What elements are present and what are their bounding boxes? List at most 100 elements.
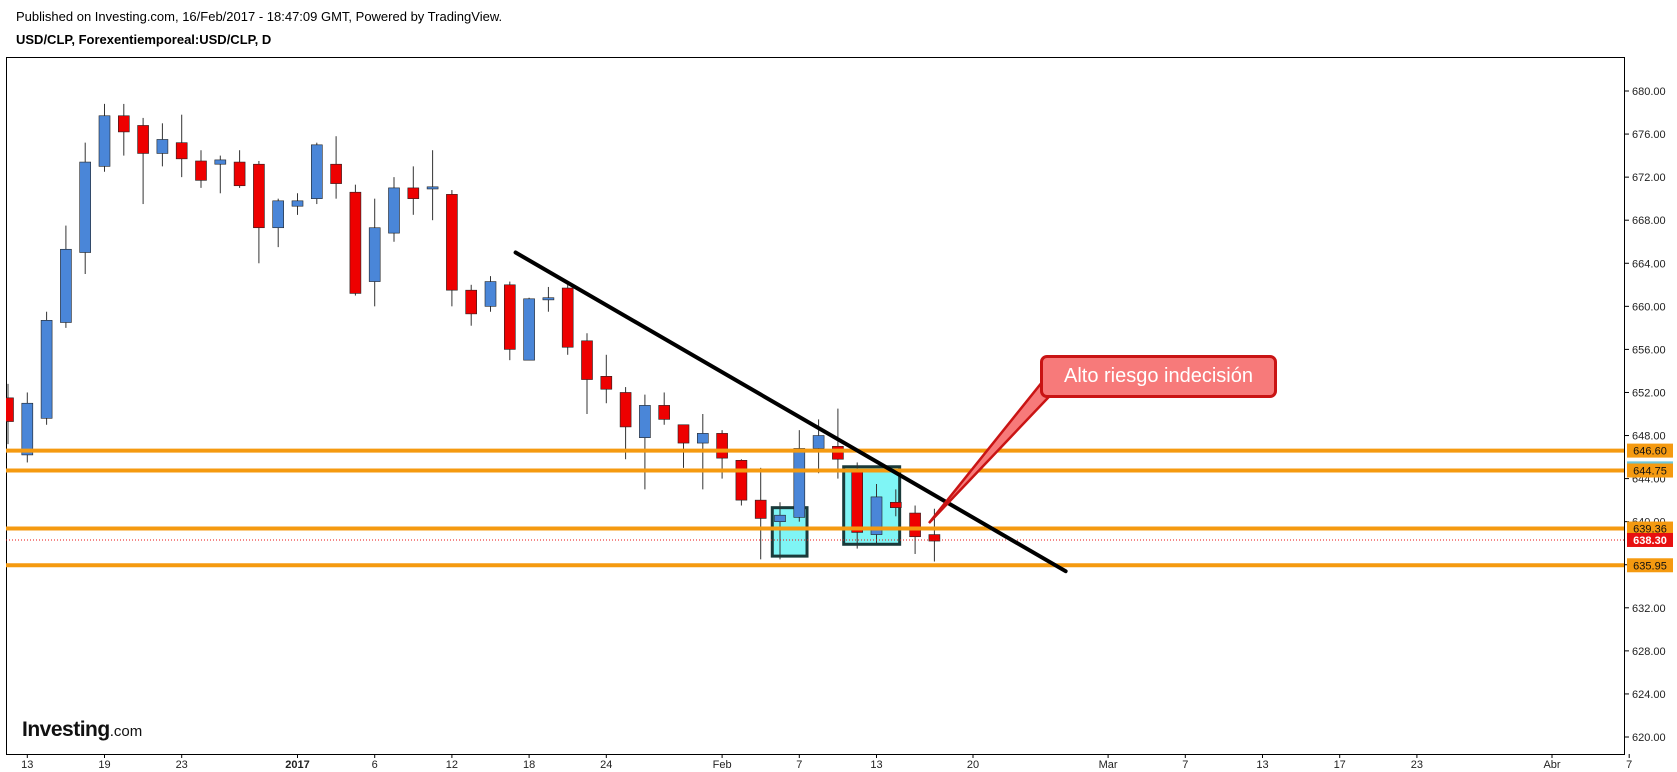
x-tick-label-4: 6: [372, 759, 378, 771]
plot-frame: [6, 57, 1625, 755]
candle-body-0: [6, 397, 14, 422]
candle-19: [368, 198, 381, 307]
axis-tag-label-4: 638.30: [1633, 535, 1667, 547]
candle-6: [118, 103, 130, 156]
x-tick-label-8: Feb: [713, 759, 732, 771]
x-tick-label-10: 13: [870, 759, 882, 771]
candle-16: [310, 142, 323, 205]
candle-body-13: [253, 163, 265, 229]
candle-body-43: [832, 445, 844, 460]
axis-tag-5: 635.95: [1627, 558, 1673, 573]
y-tick-label-0: 620.00: [1632, 732, 1666, 744]
candle-0: [6, 383, 14, 445]
candle-2: [40, 311, 53, 425]
candle-body-17: [330, 163, 342, 184]
candle-body-46: [889, 501, 902, 508]
plot-area: [6, 103, 1624, 574]
y-tick-label-11: 664.00: [1632, 258, 1666, 270]
candle-body-27: [523, 298, 535, 361]
candle-body-11: [214, 159, 227, 165]
logo-suffix: .com: [109, 723, 143, 740]
candle-body-36: [696, 433, 709, 444]
candle-25: [484, 276, 497, 312]
candle-body-14: [272, 200, 285, 229]
candle-body-37: [716, 433, 728, 459]
y-tick-label-14: 676.00: [1632, 129, 1666, 141]
candle-body-3: [60, 248, 72, 323]
candle-27: [523, 297, 535, 361]
candle-body-38: [735, 459, 748, 501]
candle-body-12: [233, 161, 246, 187]
y-tick-label-12: 668.00: [1632, 215, 1666, 227]
axis-tag-label-5: 635.95: [1633, 560, 1667, 572]
candle-body-6: [118, 115, 130, 133]
candle-13: [253, 160, 265, 264]
candle-body-40: [774, 514, 786, 522]
candle-body-29: [561, 287, 574, 348]
x-tick-label-1: 19: [98, 759, 110, 771]
candle-body-21: [407, 187, 420, 199]
candle-body-23: [446, 194, 458, 291]
y-tick-label-8: 652.00: [1632, 387, 1666, 399]
candle-body-9: [175, 142, 188, 160]
candle-14: [272, 198, 285, 248]
candle-38: [735, 459, 748, 506]
candle-41: [793, 430, 806, 522]
axis-tag-label-2: 644.75: [1633, 466, 1667, 478]
x-tick-label-0: 13: [21, 759, 33, 771]
axis-tag-bg-4: [1627, 532, 1673, 547]
candle-body-35: [677, 424, 690, 444]
published-caption: Published on Investing.com, 16/Feb/2017 …: [16, 9, 503, 24]
candle-body-20: [388, 187, 400, 234]
x-tick-label-17: Abr: [1543, 759, 1560, 771]
x-tick-label-12: Mar: [1099, 759, 1118, 771]
candle-39: [754, 467, 767, 560]
candle-28: [542, 286, 555, 312]
axis-tag-bg-0: [1627, 443, 1673, 458]
candle-3: [60, 225, 72, 328]
candle-body-28: [542, 297, 555, 301]
x-tick-label-16: 23: [1411, 759, 1423, 771]
candle-18: [349, 184, 362, 296]
candle-body-42: [812, 435, 825, 449]
candle-17: [330, 136, 342, 199]
candle-24: [465, 284, 478, 326]
candle-body-16: [310, 144, 323, 199]
logo-main: Investing: [22, 718, 110, 741]
y-tick-label-9: 656.00: [1632, 344, 1666, 356]
candle-body-19: [368, 227, 381, 282]
candle-10: [195, 150, 207, 188]
candle-34: [658, 392, 671, 425]
candle-22: [426, 150, 439, 221]
candle-9: [175, 114, 188, 178]
candle-4: [79, 142, 91, 275]
x-tick-label-11: 20: [967, 759, 979, 771]
candle-31: [600, 354, 613, 404]
x-tick-label-9: 7: [796, 759, 802, 771]
candle-body-47: [909, 512, 921, 538]
candle-body-15: [291, 200, 304, 207]
candle-20: [388, 177, 400, 242]
candle-45: [870, 483, 883, 544]
candle-43: [832, 408, 844, 479]
x-tick-label-6: 18: [523, 759, 535, 771]
axis-tag-2: 644.75: [1627, 463, 1673, 478]
x-tick-label-5: 12: [446, 759, 458, 771]
y-tick-label-13: 672.00: [1632, 172, 1666, 184]
candle-35: [677, 424, 690, 468]
axis-tag-4: 638.30: [1627, 532, 1673, 547]
x-tick-label-14: 13: [1256, 759, 1268, 771]
candle-body-5: [98, 115, 111, 167]
symbol-title: USD/CLP, Forexentiemporeal:USD/CLP, D: [16, 32, 272, 47]
candle-body-2: [40, 320, 53, 419]
candle-body-41: [793, 448, 806, 518]
candle-body-31: [600, 376, 613, 390]
axis-tag-bg-2: [1627, 463, 1673, 478]
y-tick-label-15: 680.00: [1632, 86, 1666, 98]
candle-32: [619, 387, 632, 460]
y-tick-label-3: 632.00: [1632, 603, 1666, 615]
annotation-callout: Alto riesgo indecisión: [1040, 355, 1277, 398]
y-tick-label-2: 628.00: [1632, 646, 1666, 658]
axis-tag-label-3: 639.36: [1633, 524, 1667, 536]
